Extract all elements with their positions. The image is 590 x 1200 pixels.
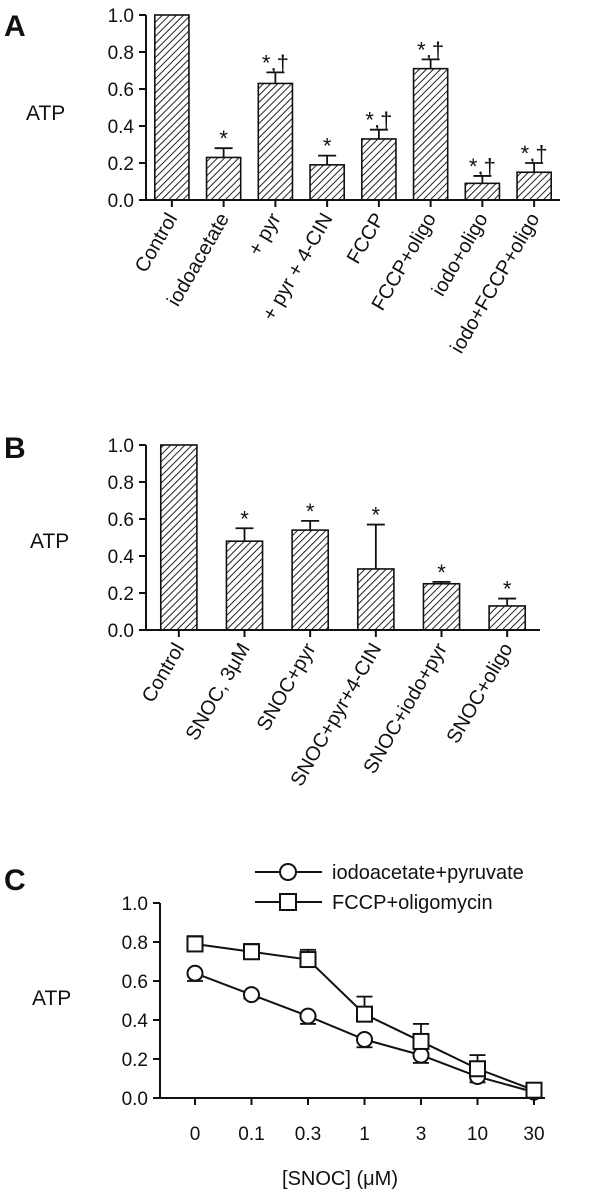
panel-b-y-axis: 0.0 0.2 0.4 0.6 0.8 1.0: [108, 436, 147, 642]
panel-c-point-square: [299, 951, 317, 969]
panel-c-legend-circle: [279, 863, 297, 881]
panel-c: C ATP 0.0 0.2 0.4 0.6 0.8 1.0 0 0.1 0.3 1 3 10 30 […: [4, 862, 545, 1190]
panel-c-point-circle: [243, 986, 260, 1004]
panel-b-annotations: * * * * *: [240, 499, 512, 602]
panel-c-point-circle: [356, 1031, 373, 1048]
panel-c-legend-square: [279, 893, 297, 911]
panel-b-significance-label: *: [306, 499, 315, 524]
panel-c-y-tick-label: 0.2: [122, 1050, 148, 1071]
panel-b-y-tick-label: 0.8: [108, 473, 134, 494]
panel-b-category-label: SNOC+pyr: [253, 639, 321, 735]
panel-b-bar: [488, 605, 527, 631]
panel-c-x-tick-label: 0: [190, 1124, 201, 1145]
panel-a-y-tick-label: 0.2: [108, 154, 134, 175]
panel-a-bar: [309, 164, 346, 201]
panel-a-significance-label: *,†: [417, 37, 444, 62]
panel-a-bar: [516, 171, 553, 201]
panel-c-y-tick-label: 0.8: [122, 933, 148, 954]
panel-c-x-tick-label: 0.1: [238, 1124, 264, 1145]
panel-c-x-axis: 0 0.1 0.3 1 3 10 30: [160, 1097, 545, 1145]
panel-b-bar: [159, 444, 198, 631]
panel-a-y-tick-label: 0.6: [108, 80, 134, 101]
panel-c-legend-label: FCCP+oligomycin: [332, 892, 493, 914]
panel-c-x-tick-label: 0.3: [295, 1124, 321, 1145]
panel-a-y-axis: 0.0 0.2 0.4 0.6 0.8 1.0: [108, 6, 147, 212]
panel-b-bar: [356, 568, 395, 631]
panel-b-category-label: SNOC, 3μM: [182, 640, 255, 745]
panel-c-xlabel: [SNOC] (μM): [282, 1168, 398, 1190]
panel-a-y-tick-label: 0.8: [108, 43, 134, 64]
panel-a-annotations: * *,† * *,† *,† *,† *,†: [219, 37, 547, 179]
panel-a-significance-label: *: [219, 126, 228, 151]
panel-c-x-tick-label: 10: [467, 1124, 488, 1145]
panel-a-category-label: + pyr: [244, 209, 286, 259]
panel-b-y-tick-label: 1.0: [108, 436, 134, 457]
panel-a-y-tick-label: 0.0: [108, 191, 134, 212]
panel-a-significance-label: *,†: [262, 50, 289, 75]
panel-a-ylabel: ATP: [26, 102, 65, 125]
panel-c-letter: C: [4, 864, 26, 897]
panel-c-legend-label: iodoacetate+pyruvate: [332, 862, 524, 884]
panel-a-category-label: FCCP: [343, 210, 389, 268]
panel-c-y-tick-label: 0.6: [122, 972, 148, 993]
panel-c-plot: [186, 935, 543, 1101]
panel-b-significance-label: *: [240, 506, 249, 531]
panel-c-point-square: [469, 1060, 486, 1078]
panel-a-y-tick-label: 0.4: [108, 117, 135, 138]
panel-c-point-circle: [186, 964, 204, 982]
panel-b: B ATP 0.00.20.40.60.81.0 * * *** ControlSN…: [4, 432, 540, 790]
panel-b-y-tick-label: 0.2: [108, 584, 134, 605]
panel-c-y-tick-label: 0.0: [122, 1089, 148, 1110]
panel-b-ylabel: ATP: [30, 530, 69, 553]
panel-c-point-square: [243, 943, 260, 961]
panel-a-bar: [153, 14, 190, 201]
panel-b-y-tick-label: 0.4: [108, 547, 135, 568]
panel-a-bar: [464, 182, 501, 201]
panel-b-letter: B: [4, 432, 26, 465]
panel-a-bar: [360, 138, 397, 201]
panel-b-y-tick-label: 0.0: [108, 621, 134, 642]
panel-b-significance-label: *: [503, 577, 512, 602]
panel-b-y-tick-label: 0.6: [108, 510, 134, 531]
panel-b-significance-label: *: [372, 503, 381, 528]
panel-c-y-axis: 0.0 0.2 0.4 0.6 0.8 1.0: [122, 894, 161, 1110]
panel-b-bar: [225, 540, 264, 631]
panel-a-bar: [412, 67, 449, 201]
panel-b-bar: [422, 582, 461, 631]
panel-c-point-square: [412, 1032, 430, 1050]
panel-a-significance-label: *: [323, 134, 332, 159]
panel-a-bar: [257, 82, 294, 201]
panel-a-bar: [205, 156, 242, 201]
panel-b-category-label: SNOC+oligo: [443, 640, 518, 748]
panel-a-category-label: Control: [131, 210, 182, 277]
panel-b-bar: [291, 529, 330, 631]
panel-b-category-label: Control: [138, 640, 189, 707]
panel-c-y-tick-label: 0.4: [122, 1011, 149, 1032]
panel-c-legend: iodoacetate+pyruvate FCCP+oligomycin: [255, 862, 524, 914]
panel-c-point-circle: [299, 1007, 317, 1025]
panel-a-significance-label: *,†: [365, 108, 392, 133]
panel-a: A ATP 0.00.20.40.60.81.0 **,†**,†*,†*,†*…: [4, 6, 560, 357]
panel-c-ylabel: ATP: [32, 987, 71, 1010]
panel-b-bars: [159, 444, 527, 631]
panel-a-letter: A: [4, 10, 26, 43]
panel-c-point-square: [356, 1005, 373, 1023]
panel-a-significance-label: *,†: [469, 154, 496, 179]
panel-b-significance-label: *: [437, 560, 446, 585]
panel-c-x-tick-label: 1: [359, 1124, 370, 1145]
panel-c-x-tick-label: 30: [523, 1124, 544, 1145]
panel-c-y-tick-label: 1.0: [122, 894, 148, 915]
panel-a-significance-label: *,†: [521, 141, 548, 166]
panel-c-point-square: [186, 935, 204, 953]
panel-c-x-tick-label: 3: [416, 1124, 427, 1145]
panel-a-y-tick-label: 1.0: [108, 6, 134, 27]
panel-c-point-square: [525, 1081, 543, 1099]
